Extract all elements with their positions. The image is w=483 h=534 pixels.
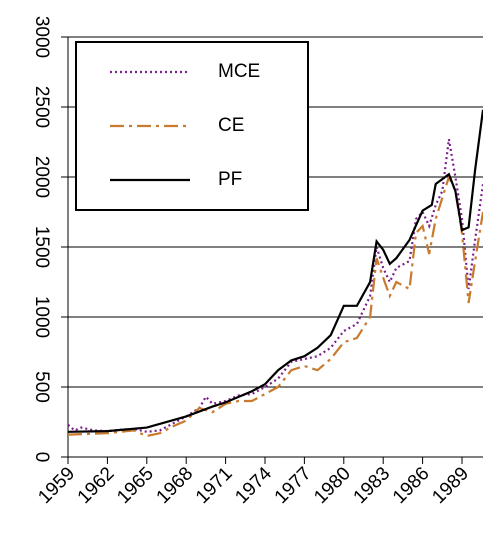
plot [68, 109, 483, 438]
x-tick-label: 1977 [271, 463, 316, 508]
x-tick-label: 1983 [350, 463, 395, 508]
legend-label: CE [218, 115, 244, 136]
y-tick-label: 1000 [31, 296, 52, 338]
x-tick-label: 1965 [113, 463, 158, 508]
y-tick-label: 2000 [31, 156, 52, 198]
x-tick-label: 1959 [34, 463, 79, 508]
series-line [68, 139, 483, 433]
y-tick-label: 500 [31, 371, 52, 403]
x-tick-label: 1974 [231, 463, 276, 508]
y-tick-label: 2500 [31, 86, 52, 128]
y-tick-label: 1500 [31, 226, 52, 268]
legend-label: PF [218, 169, 242, 190]
y-tick-label: 0 [31, 452, 52, 463]
y-tick-label: 3000 [31, 16, 52, 58]
series-line [68, 173, 483, 438]
legend: MCE CE PF [75, 41, 309, 211]
x-tick-label: 1962 [74, 463, 119, 508]
x-tick-label: 1986 [389, 463, 434, 508]
legend-label: MCE [218, 61, 260, 82]
series-line [68, 109, 483, 433]
x-tick-label: 1980 [310, 463, 355, 508]
x-tick-label: 1971 [192, 463, 237, 508]
x-tick-label: 1968 [153, 463, 198, 508]
x-tick-label: 1989 [428, 463, 473, 508]
